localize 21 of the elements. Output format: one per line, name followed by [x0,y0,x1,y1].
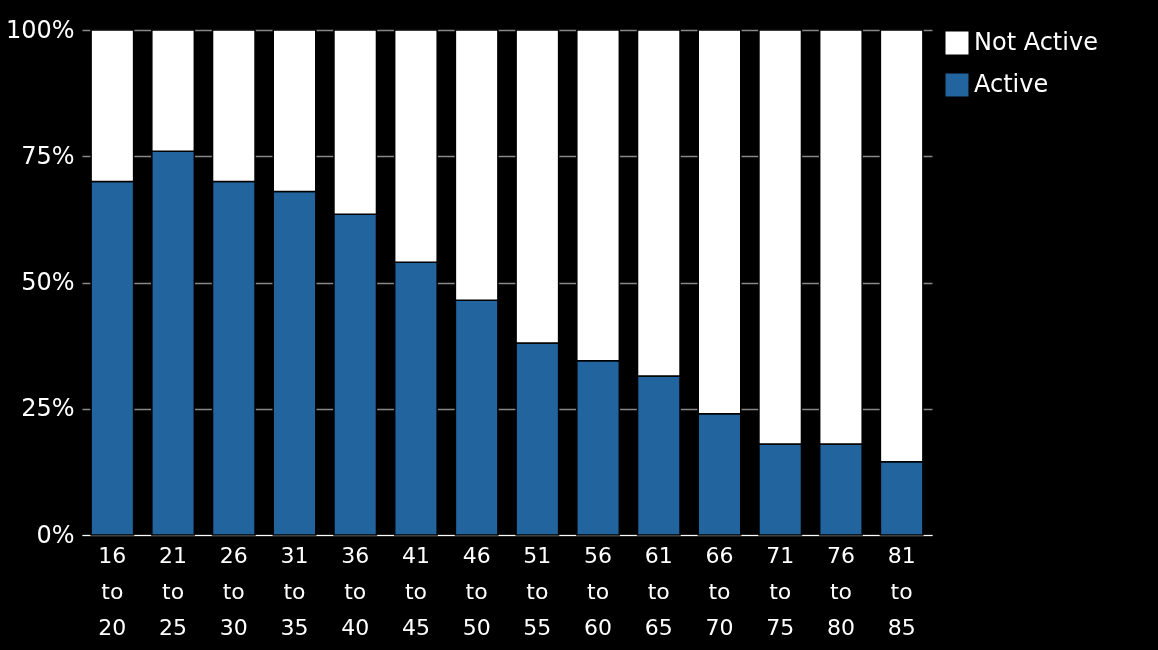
x-tick-label: 51 to 55 [523,542,552,640]
y-tick-label: 0% [36,520,75,549]
x-tick-label: 56 to 60 [584,542,613,640]
x-tick-label: 71 to 75 [766,542,795,640]
y-tick-label: 75% [21,141,75,170]
x-tick-label: 16 to 20 [98,542,127,640]
y-tick-label: 50% [21,268,75,296]
x-tick-label: 21 to 25 [159,542,188,640]
x-tick-label: 61 to 65 [644,542,673,640]
legend-label: Not Active [974,28,1098,56]
x-tick-label: 46 to 50 [462,542,491,640]
x-tick-label: 26 to 30 [219,542,248,640]
legend-label: Active [974,70,1049,98]
x-tick-label: 36 to 40 [341,542,370,640]
x-tick-label: 41 to 45 [401,542,430,640]
x-tick-label: 81 to 85 [887,542,916,640]
x-tick-label: 76 to 80 [826,542,855,640]
x-tick-label: 31 to 35 [280,542,309,640]
y-tick-label: 100% [5,15,75,44]
y-tick-label: 25% [21,394,75,423]
x-tick-label: 66 to 70 [705,542,734,640]
